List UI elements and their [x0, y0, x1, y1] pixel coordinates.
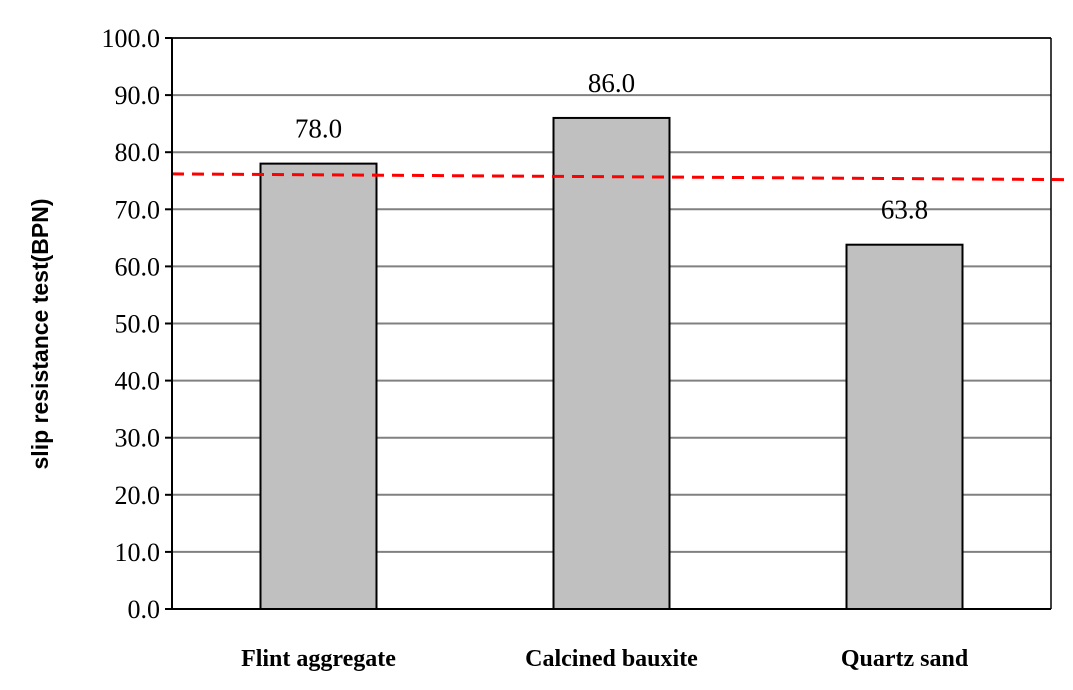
- reference-line: [171, 172, 1066, 182]
- y-tick-label: 10.0: [115, 538, 161, 567]
- y-tick-label: 60.0: [115, 252, 161, 281]
- bars: [259, 116, 964, 610]
- bar-value-label: 86.0: [588, 68, 635, 98]
- y-tick-label: 30.0: [115, 424, 161, 453]
- y-tick-label: 50.0: [115, 310, 161, 339]
- y-axis-title: slip resistance test(BPN): [27, 199, 53, 470]
- x-category-label: Quartz sand: [841, 646, 969, 672]
- y-tick-label: 0.0: [128, 595, 161, 624]
- y-tick-label: 20.0: [115, 481, 161, 510]
- bar: [552, 116, 671, 610]
- y-tick-label: 90.0: [115, 81, 161, 110]
- bar-value-label: 63.8: [881, 195, 928, 225]
- y-tick-label: 100.0: [102, 24, 161, 53]
- reference-line-layer: [171, 172, 1066, 182]
- y-tick-label: 80.0: [115, 138, 161, 167]
- bar: [845, 243, 964, 610]
- x-category-label: Calcined bauxite: [525, 646, 698, 672]
- labels: 0.0 10.0 20.0 30.0 40.0 50.0 60.0 70.0 80.0 90.0 1…: [102, 24, 969, 672]
- y-tick-label: 70.0: [115, 195, 161, 224]
- axes: [165, 37, 1052, 610]
- bar-value-label: 78.0: [295, 114, 342, 144]
- y-tick-label: 40.0: [115, 367, 161, 396]
- x-category-label: Flint aggregate: [241, 646, 396, 672]
- bar: [259, 162, 378, 610]
